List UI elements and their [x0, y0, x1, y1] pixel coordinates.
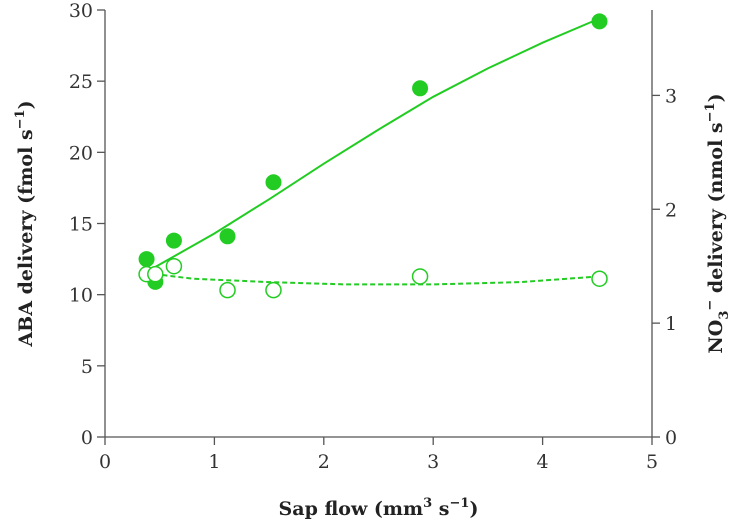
no3-point — [147, 265, 164, 283]
x-tick-label: 1 — [208, 451, 220, 473]
aba-point — [138, 251, 155, 268]
y-right-tick-label: 0 — [665, 427, 677, 449]
x-tick-label: 5 — [646, 451, 658, 473]
no3-point — [219, 281, 236, 299]
no3-point — [591, 270, 608, 287]
x-tick-label: 4 — [537, 451, 549, 473]
axes — [104, 10, 653, 438]
x-axis-title-sup1: 3 — [423, 496, 432, 511]
x-axis-title: Sap flow (mm3 s−1) — [279, 496, 479, 520]
x-axis-title-mid: s — [432, 498, 449, 520]
y-left-tick-label: 15 — [69, 214, 93, 236]
fit-line-aba — [146, 17, 600, 273]
y-right-axis-title-end: ) — [705, 93, 727, 102]
y-left-axis-title-sup: −1 — [13, 109, 28, 129]
y-right-axis-title-sub: 3 — [717, 311, 732, 320]
y-right-tick-label: 3 — [665, 85, 677, 107]
aba-point — [165, 232, 182, 249]
x-tick-label: 0 — [99, 451, 111, 473]
fit-line-no3 — [146, 272, 600, 286]
no3-point — [265, 281, 282, 299]
y-left-tick-label: 25 — [69, 71, 93, 93]
y-left-axis-title-end: ) — [15, 100, 37, 109]
y-right-axis-title: NO3− delivery (nmol s−1) — [703, 93, 732, 353]
aba-point — [265, 174, 282, 191]
y-right-tick-label: 1 — [665, 313, 677, 335]
y-left-tick-label: 5 — [81, 356, 93, 378]
aba-point — [219, 228, 236, 245]
x-tick-label: 2 — [318, 451, 330, 473]
no3-point — [165, 257, 183, 275]
x-axis-title-main: Sap flow (mm — [279, 498, 424, 520]
y-left-axis-title-main: ABA delivery (fmol s — [15, 129, 37, 347]
y-left-tick-label: 0 — [81, 427, 93, 449]
fit-lines — [146, 17, 600, 286]
data-points — [138, 13, 608, 299]
y-left-tick-label: 20 — [69, 142, 93, 164]
y-left-axis-title: ABA delivery (fmol s−1) — [13, 100, 37, 347]
y-right-tick-label: 2 — [665, 199, 677, 221]
aba-point — [591, 13, 608, 30]
y-right-axis-title-mid: delivery (nmol s — [705, 122, 727, 299]
y-left-tick-label: 10 — [69, 285, 93, 307]
y-right-axis-title-charge: − — [703, 300, 718, 311]
y-left-tick-label: 30 — [69, 0, 93, 22]
y-right-axis-title-sup: −1 — [703, 102, 718, 122]
x-tick-label: 3 — [427, 451, 439, 473]
y-right-axis-title-pre: NO — [705, 320, 727, 354]
x-axis-title-sup2: −1 — [450, 496, 470, 511]
x-axis-title-end: ) — [469, 498, 478, 520]
aba-point — [412, 80, 429, 97]
no3-point — [411, 268, 429, 285]
